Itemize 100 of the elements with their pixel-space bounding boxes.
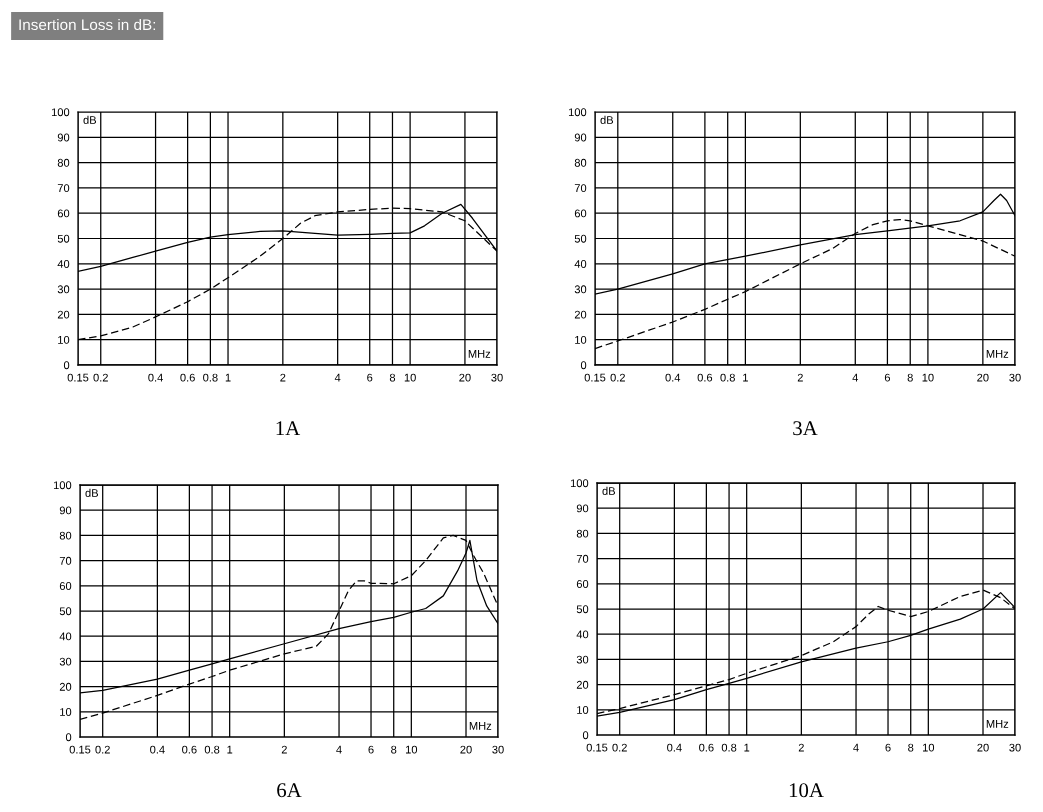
y-tick-label: 80 [574,158,587,167]
y-tick-label: 10 [58,335,70,344]
y-axis-title: dB [85,488,99,497]
y-tick-label: 50 [576,605,589,614]
y-tick-label: 90 [57,133,70,142]
x-tick-label: 0.15 [584,373,606,382]
x-axis-title: MHz [469,722,492,730]
y-tick-label: 50 [59,607,72,616]
y-tick-label: 70 [574,184,587,193]
x-tick-label: 8 [907,373,913,382]
x-tick-label: 0.6 [180,373,195,382]
x-tick-label: 4 [852,373,859,382]
y-tick-label: 100 [53,481,72,490]
x-tick-label: 0.4 [150,745,165,754]
x-tick-label: 1 [225,373,231,382]
x-tick-label: 1 [743,373,748,382]
y-tick-label: 10 [60,708,72,716]
x-tick-label: 2 [281,745,287,754]
x-tick-label: 0.8 [721,743,737,752]
x-tick-label: 1 [227,745,233,754]
x-tick-label: 8 [391,745,397,754]
x-tick-label: 30 [491,373,503,382]
x-tick-label: 2 [797,373,803,382]
x-tick-label: 2 [280,373,286,382]
x-tick-label: 30 [1009,373,1021,382]
y-tick-label: 50 [57,234,70,243]
x-tick-label: 0.4 [148,373,163,382]
y-tick-label: 40 [59,632,72,641]
x-tick-label: 0.2 [93,373,108,382]
y-tick-label: 60 [59,582,72,590]
x-tick-label: 30 [492,745,504,754]
x-tick-label: 0.6 [697,373,713,382]
y-tick-label: 80 [576,529,589,538]
y-tick-label: 30 [57,285,70,294]
x-tick-label: 2 [798,743,804,752]
y-tick-label: 0 [580,361,587,370]
x-tick-label: 0.6 [699,743,714,752]
y-tick-label: 90 [576,504,589,513]
x-tick-label: 0.4 [667,743,682,752]
x-tick-label: 20 [977,743,989,752]
y-tick-label: 0 [582,731,589,740]
y-tick-label: 10 [575,335,587,344]
y-tick-label: 40 [574,260,587,268]
x-tick-label: 10 [923,743,935,752]
y-tick-label: 70 [59,556,72,565]
y-tick-label: 10 [577,706,589,714]
y-tick-label: 60 [57,209,70,218]
x-tick-label: 0.15 [67,373,89,382]
x-tick-label: 6 [884,373,891,382]
y-tick-label: 90 [59,506,72,515]
x-tick-label: 0.2 [612,743,627,752]
x-tick-label: 10 [922,373,934,382]
x-tick-label: 20 [977,373,989,382]
y-tick-label: 20 [574,310,587,319]
x-tick-label: 4 [336,745,342,754]
x-tick-label: 8 [908,743,914,752]
x-tick-label: 8 [389,373,396,382]
text: 1A [276,421,301,436]
x-axis-title: MHz [986,349,1009,358]
y-tick-label: 100 [51,108,70,117]
x-tick-label: 0.2 [610,373,625,382]
text: 10A [789,783,824,798]
x-tick-label: 0.8 [204,745,220,754]
y-tick-label: 20 [57,310,70,319]
y-tick-label: 30 [574,285,587,294]
x-tick-label: 10 [406,745,418,754]
y-axis-title: dB [83,115,97,124]
y-tick-label: 90 [574,133,587,142]
y-tick-label: 70 [576,554,589,563]
y-tick-label: 40 [576,630,589,639]
y-tick-label: 70 [57,184,70,193]
x-tick-label: 0.2 [95,745,110,754]
y-tick-label: 30 [59,657,72,666]
x-axis-title: MHz [986,720,1009,728]
x-tick-label: 0.6 [182,745,197,754]
x-tick-label: 4 [853,743,859,752]
y-tick-label: 20 [576,680,589,689]
x-tick-label: 0.8 [720,373,735,382]
x-tick-label: 6 [367,373,373,382]
text: Insertion Loss in dB: [19,18,156,31]
y-tick-label: 80 [57,158,70,167]
y-tick-label: 60 [574,209,587,218]
y-tick-label: 30 [576,655,589,664]
x-tick-label: 0.8 [203,373,218,382]
x-tick-label: 20 [460,745,472,754]
x-tick-label: 1 [744,743,750,752]
y-tick-label: 40 [57,260,70,268]
y-axis-title: dB [600,115,614,124]
text: 3A [793,421,818,436]
y-axis-title: dB [602,486,616,495]
x-tick-label: 6 [368,745,374,754]
x-tick-label: 4 [334,373,341,382]
y-tick-label: 60 [576,580,589,588]
y-tick-label: 0 [65,733,72,742]
x-axis-title: MHz [468,349,491,358]
x-tick-label: 10 [404,373,416,382]
y-tick-label: 20 [59,682,72,691]
y-tick-label: 50 [574,234,587,243]
y-tick-label: 100 [568,108,587,117]
x-tick-label: 6 [885,743,891,752]
